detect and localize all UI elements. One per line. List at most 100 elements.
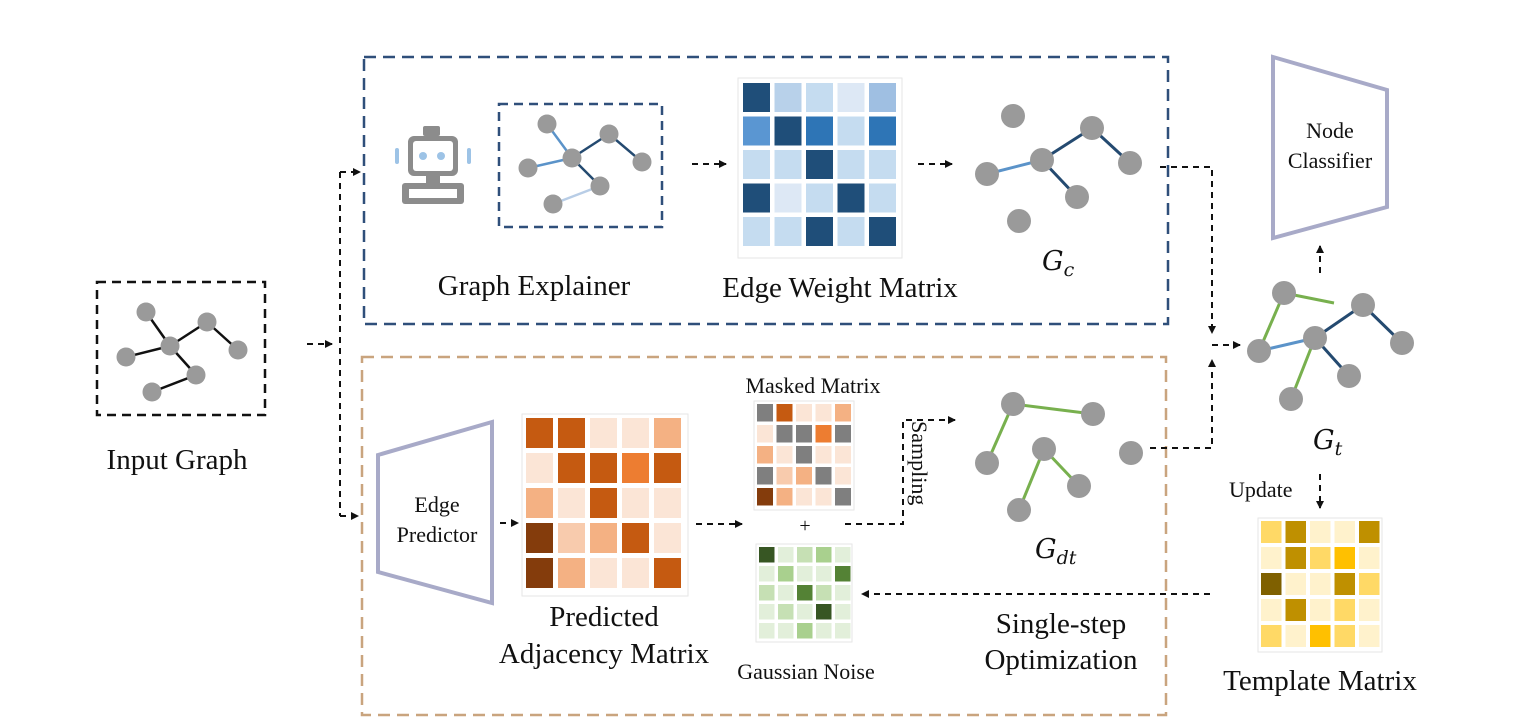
graph-node <box>537 114 557 134</box>
matrix-cell <box>816 604 832 620</box>
matrix-cell <box>654 418 681 448</box>
matrix-cell <box>815 467 832 485</box>
matrix-cell <box>1285 625 1306 647</box>
graph-node <box>975 162 999 186</box>
matrix-cell <box>759 547 775 563</box>
matrix-cell <box>815 425 832 443</box>
matrix-cell <box>869 116 896 146</box>
graph-node <box>1337 364 1361 388</box>
graph-node <box>518 158 538 178</box>
matrix-cell <box>1261 547 1282 569</box>
matrix-cell <box>1334 599 1355 621</box>
matrix-cell <box>774 83 802 112</box>
matrix-cell <box>757 467 773 485</box>
graph-node <box>142 382 162 402</box>
graph-node <box>543 194 563 214</box>
matrix-cell <box>778 585 794 601</box>
matrix-cell <box>558 488 585 518</box>
masked-matrix-cells <box>757 404 851 506</box>
matrix-cell <box>835 488 851 506</box>
matrix-cell <box>622 418 649 448</box>
explainer-graph: Graph Explainer <box>438 102 664 302</box>
matrix-cell <box>797 566 813 582</box>
edge-predictor: Edge Predictor <box>376 419 494 606</box>
g-t-label: Gt <box>1313 425 1343 460</box>
matrix-cell <box>622 453 649 483</box>
matrix-cell <box>526 488 553 518</box>
edge-predictor-trapezoid <box>376 419 494 606</box>
edge-weight-matrix: Edge Weight Matrix <box>722 77 958 304</box>
matrix-cell <box>776 446 793 464</box>
edge-weight-matrix-cells <box>743 83 896 246</box>
graph-node <box>228 340 248 360</box>
graph-node <box>632 152 652 172</box>
matrix-cell <box>757 425 773 443</box>
matrix-cell <box>806 83 833 112</box>
matrix-cell <box>869 83 896 112</box>
matrix-cell <box>869 150 896 179</box>
g-t-graph: Gt <box>1247 281 1414 460</box>
matrix-cell <box>1261 521 1282 543</box>
matrix-cell <box>654 488 681 518</box>
matrix-cell <box>622 523 649 553</box>
matrix-cell <box>797 547 813 563</box>
masked-matrix-label: Masked Matrix <box>745 373 880 398</box>
matrix-cell <box>526 558 553 588</box>
matrix-cell <box>776 425 793 443</box>
graph-node <box>1390 331 1414 355</box>
matrix-cell <box>1334 625 1355 647</box>
matrix-cell <box>654 453 681 483</box>
matrix-cell <box>806 150 833 179</box>
edge-predictor-label-line2: Predictor <box>397 522 478 547</box>
graph-node <box>562 148 582 168</box>
matrix-cell <box>837 150 865 179</box>
matrix-cell <box>837 217 865 246</box>
matrix-cell <box>815 404 832 422</box>
matrix-cell <box>1310 547 1331 569</box>
graph-node <box>116 347 136 367</box>
matrix-cell <box>590 453 617 483</box>
update-label: Update <box>1229 477 1293 502</box>
matrix-cell <box>835 404 851 422</box>
g-dt-graph: Gdt <box>975 392 1143 569</box>
matrix-cell <box>743 217 770 246</box>
predicted-matrix-cells <box>526 418 681 588</box>
matrix-cell <box>757 404 773 422</box>
matrix-cell <box>778 566 794 582</box>
matrix-cell <box>526 523 553 553</box>
matrix-cell <box>590 488 617 518</box>
matrix-cell <box>776 488 793 506</box>
predicted-label-line1: Predicted <box>549 601 659 633</box>
matrix-cell <box>837 183 865 213</box>
edge-predictor-label-line1: Edge <box>414 492 459 517</box>
matrix-cell <box>837 83 865 112</box>
matrix-cell <box>835 604 851 620</box>
matrix-cell <box>1261 599 1282 621</box>
masked-matrix: Masked Matrix <box>745 373 881 511</box>
matrix-cell <box>654 523 681 553</box>
graph-edge <box>1012 402 1094 416</box>
predicted-label-line2: Adjacency Matrix <box>499 638 710 670</box>
matrix-cell <box>796 404 812 422</box>
gc-to-gt-arrow <box>1160 166 1241 349</box>
matrix-cell <box>774 217 802 246</box>
robot-icon <box>395 126 471 204</box>
matrix-cell <box>835 467 851 485</box>
matrix-cell <box>778 623 794 639</box>
matrix-cell <box>558 453 585 483</box>
matrix-cell <box>1359 573 1380 595</box>
sampling-connector <box>845 416 956 525</box>
matrix-cell <box>796 425 812 443</box>
generator-panel <box>360 355 1168 717</box>
matrix-cell <box>622 488 649 518</box>
matrix-cell <box>759 585 775 601</box>
node-classifier-label-line1: Node <box>1306 118 1354 143</box>
arrow-shaft <box>1150 359 1216 449</box>
matrix-cell <box>654 558 681 588</box>
matrix-cell <box>558 523 585 553</box>
matrix-cell <box>743 183 770 213</box>
noise-matrix-cells <box>759 547 851 639</box>
matrix-cell <box>835 446 851 464</box>
matrix-cell <box>1285 521 1306 543</box>
